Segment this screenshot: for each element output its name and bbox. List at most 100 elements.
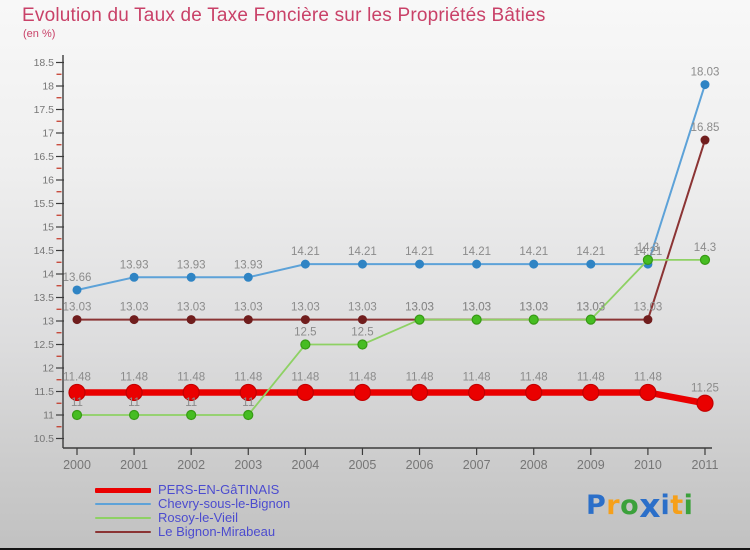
svg-text:15: 15 [42,222,54,234]
svg-text:15.5: 15.5 [34,198,55,210]
svg-text:13.93: 13.93 [177,259,206,271]
svg-text:11.48: 11.48 [177,371,205,383]
legend-label: Rosoy-le-Vieil [158,510,238,525]
svg-text:14.21: 14.21 [462,246,491,258]
svg-text:13.03: 13.03 [120,302,149,314]
svg-text:13.03: 13.03 [63,302,92,314]
svg-text:14.3: 14.3 [694,242,716,254]
svg-text:13.03: 13.03 [291,302,320,314]
legend-item-pers-en-gatinais: PERS-EN-GâTINAIS [95,483,290,497]
svg-text:11.48: 11.48 [291,371,319,383]
svg-text:14.21: 14.21 [519,246,548,258]
svg-text:11: 11 [128,397,140,409]
svg-text:13.03: 13.03 [462,302,491,314]
svg-text:11.48: 11.48 [577,371,605,383]
chart-subtitle: (en %) [23,28,56,40]
svg-text:17.5: 17.5 [34,104,55,116]
legend-swatch-maroon [95,530,151,534]
svg-text:14.21: 14.21 [348,246,377,258]
svg-text:14.21: 14.21 [576,246,605,258]
svg-text:2009: 2009 [577,458,605,472]
svg-text:2004: 2004 [291,458,319,472]
svg-text:2003: 2003 [234,458,262,472]
legend-label: Chevry-sous-le-Bignon [158,496,291,511]
legend: PERS-EN-GâTINAIS Chevry-sous-le-Bignon R… [95,483,290,539]
svg-text:13.03: 13.03 [576,302,605,314]
svg-text:11: 11 [185,397,197,409]
svg-text:11.48: 11.48 [634,371,662,383]
legend-swatch-red [95,487,151,493]
svg-text:2001: 2001 [120,458,148,472]
svg-text:2006: 2006 [406,458,434,472]
svg-text:11: 11 [71,397,83,409]
svg-text:18: 18 [42,81,54,93]
svg-text:18.03: 18.03 [691,67,720,79]
svg-text:12.5: 12.5 [34,339,55,351]
svg-text:13.66: 13.66 [63,272,92,284]
svg-text:18.5: 18.5 [34,57,55,69]
svg-text:13.03: 13.03 [234,302,263,314]
svg-text:14: 14 [42,269,54,281]
svg-text:2007: 2007 [463,458,491,472]
logo-letter: i [660,490,671,521]
svg-text:11: 11 [242,397,254,409]
svg-text:13.5: 13.5 [34,292,55,304]
legend-item-le-bignon-mirabeau: Le Bignon-Mirabeau [95,525,290,539]
proxiti-logo: Proxiti [586,486,694,525]
svg-text:13.03: 13.03 [519,302,548,314]
window-bottom-edge [0,548,750,550]
legend-label: PERS-EN-GâTINAIS [158,482,280,497]
svg-text:13.03: 13.03 [177,302,206,314]
svg-text:16.5: 16.5 [34,151,55,163]
svg-text:2011: 2011 [692,458,719,472]
svg-text:11.48: 11.48 [120,371,148,383]
svg-text:11.48: 11.48 [348,371,376,383]
logo-letter: r [606,490,621,521]
svg-text:13.03: 13.03 [519,302,548,314]
svg-text:13.03: 13.03 [462,302,491,314]
svg-text:13.03: 13.03 [405,302,434,314]
svg-text:2005: 2005 [349,458,377,472]
legend-label: Le Bignon-Mirabeau [158,524,276,539]
svg-text:13.03: 13.03 [405,302,434,314]
svg-text:16.85: 16.85 [691,122,720,134]
svg-text:12.5: 12.5 [294,327,316,339]
svg-text:14.5: 14.5 [34,245,55,257]
chart-title: Evolution du Taux de Taxe Foncière sur l… [22,5,546,26]
svg-text:11.5: 11.5 [34,386,54,398]
logo-letter: t [670,490,684,521]
svg-text:11.48: 11.48 [63,371,91,383]
svg-text:13.93: 13.93 [234,259,263,271]
svg-text:16: 16 [42,175,54,187]
svg-text:13.93: 13.93 [120,259,149,271]
svg-text:10.5: 10.5 [34,433,55,445]
logo-letter: o [620,490,640,521]
svg-text:11.48: 11.48 [463,371,491,383]
legend-item-chevry-sous-le-bignon: Chevry-sous-le-Bignon [95,497,290,511]
svg-text:14.21: 14.21 [634,246,663,258]
svg-text:11.25: 11.25 [691,382,719,394]
svg-text:13.03: 13.03 [634,302,663,314]
svg-text:14.21: 14.21 [291,246,320,258]
svg-text:11.48: 11.48 [234,371,262,383]
svg-text:13: 13 [42,316,54,328]
svg-text:14.3: 14.3 [637,242,659,254]
logo-letter: i [683,490,694,521]
logo-letter: x [639,486,661,525]
legend-item-rosoy-le-vieil: Rosoy-le-Vieil [95,511,290,525]
svg-text:11: 11 [43,410,54,422]
legend-swatch-blue [95,502,151,506]
svg-text:11.48: 11.48 [520,371,548,383]
svg-text:2010: 2010 [634,458,662,472]
svg-text:12: 12 [42,363,54,375]
legend-swatch-green [95,516,151,520]
svg-text:2000: 2000 [63,458,91,472]
svg-text:2008: 2008 [520,458,548,472]
svg-text:11.48: 11.48 [406,371,434,383]
svg-text:14.21: 14.21 [405,246,434,258]
svg-text:12.5: 12.5 [351,327,373,339]
logo-letter: P [586,490,607,521]
svg-text:13.03: 13.03 [576,302,605,314]
